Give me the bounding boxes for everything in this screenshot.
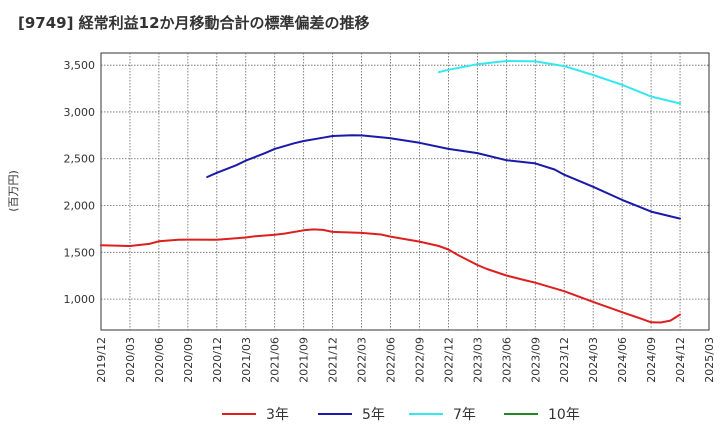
chart-title: [9749] 経常利益12か月移動合計の標準偏差の推移 [18,14,370,32]
legend-label: 10年 [548,407,580,423]
y-tick-label: 2,500 [64,153,96,166]
x-tick-label: 2021/12 [327,337,340,383]
y-axis-ticks: 1,000 1,500 2,000 2,500 3,000 3,500 [64,59,96,306]
legend-label: 7年 [453,407,476,423]
series-line-7年 [437,60,681,105]
x-tick-label: 2023/09 [529,337,542,383]
legend: 3年 5年 7年 10年 [222,407,580,423]
y-tick-label: 1,000 [64,293,96,306]
x-tick-label: 2021/09 [298,337,311,383]
x-tick-label: 2020/09 [182,337,195,383]
series-layer [100,60,681,324]
y-tick-label: 2,000 [64,200,96,213]
x-tick-label: 2020/12 [211,337,224,383]
y-tick-label: 3,000 [64,106,96,119]
x-tick-label: 2020/03 [124,337,137,383]
x-tick-label: 2024/12 [674,337,687,383]
x-tick-label: 2023/06 [500,337,513,383]
x-tick-label: 2022/09 [413,337,426,383]
x-axis-ticks: 2019/12 2020/03 2020/06 2020/09 2020/12 2021/… [95,337,716,383]
x-tick-label: 2020/06 [153,337,166,383]
x-tick-label: 2023/03 [471,337,484,383]
y-tick-label: 3,500 [64,59,96,72]
x-tick-label: 2024/03 [587,337,600,383]
legend-label: 3年 [266,407,289,423]
plot-area [100,52,710,331]
series-line-5年 [206,134,681,220]
x-tick-label: 2022/03 [356,337,369,383]
x-tick-label: 2023/12 [558,337,571,383]
legend-label: 5年 [362,407,385,423]
x-tick-label: 2024/09 [645,337,658,383]
y-tick-label: 1,500 [64,246,96,259]
x-tick-label: 2022/12 [442,337,455,383]
grid-lines [101,53,709,330]
x-tick-label: 2021/06 [269,337,282,383]
x-tick-label: 2025/03 [703,337,716,383]
x-tick-label: 2022/06 [385,337,398,383]
series-line-3年 [100,228,681,324]
x-tick-label: 2021/03 [240,337,253,383]
x-tick-label: 2024/06 [616,337,629,383]
x-tick-label: 2019/12 [95,337,108,383]
y-axis-label: (百万円) [7,170,20,212]
